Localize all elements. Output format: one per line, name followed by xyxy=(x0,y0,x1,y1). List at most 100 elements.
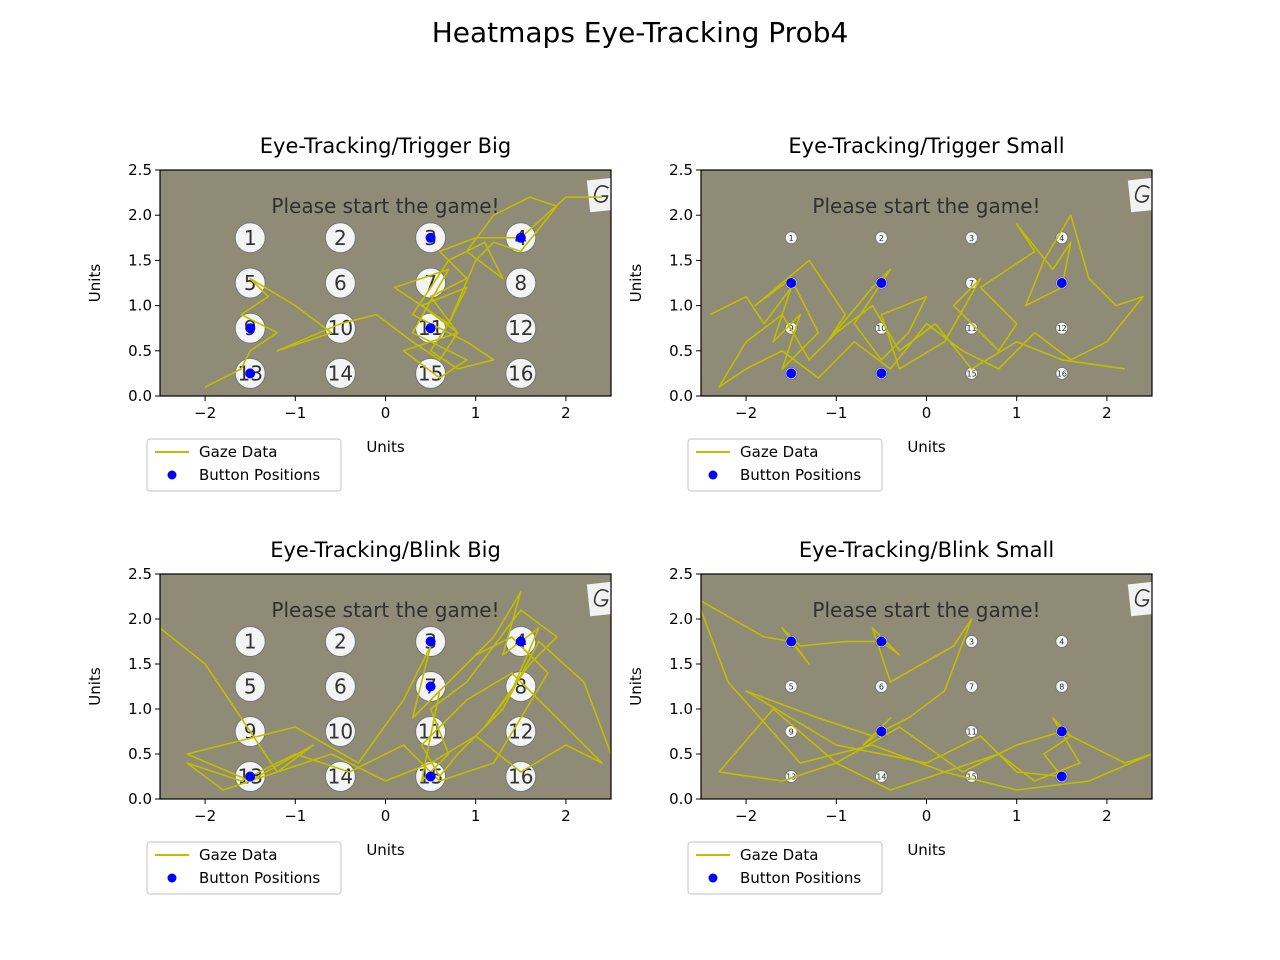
y-tick-label: 2.0 xyxy=(669,610,693,628)
game-button-label: 5 xyxy=(789,683,794,692)
legend-gaze-label: Gaze Data xyxy=(199,443,278,461)
y-tick-label: 1.0 xyxy=(128,297,152,315)
game-button-circle xyxy=(874,231,888,245)
button-position-point xyxy=(425,636,436,647)
game-button-circle xyxy=(415,716,447,747)
subplot-title: Eye-Tracking/Blink Big xyxy=(270,538,501,562)
game-button-label: 14 xyxy=(876,773,886,782)
legend-button-swatch xyxy=(167,873,177,883)
button-position-point xyxy=(786,278,797,288)
legend-box xyxy=(687,438,883,492)
game-logo-icon xyxy=(1134,588,1150,607)
game-button-circle xyxy=(874,680,888,693)
y-tick-label: 2.5 xyxy=(669,565,693,583)
game-button-label: 14 xyxy=(328,765,353,789)
y-axis-label: Units xyxy=(86,667,104,706)
game-button-label: 14 xyxy=(328,361,353,385)
game-button-circle xyxy=(965,635,979,648)
game-button-circle xyxy=(324,671,356,702)
game-button-circle xyxy=(965,321,979,335)
game-button-label: 7 xyxy=(969,683,974,692)
game-button-circle xyxy=(784,680,798,693)
button-position-point xyxy=(876,278,887,288)
game-button-circle xyxy=(874,770,888,783)
legend-button-label: Button Positions xyxy=(199,466,320,484)
game-logo-card xyxy=(1127,177,1152,213)
game-button-circle xyxy=(234,222,266,254)
y-tick-label: 2.0 xyxy=(669,206,693,224)
game-button-label: 2 xyxy=(334,630,347,654)
game-button-circle xyxy=(1055,680,1069,693)
game-button-label: 6 xyxy=(334,271,347,295)
game-button-circle xyxy=(505,761,537,792)
legend-gaze-label: Gaze Data xyxy=(740,443,819,461)
y-tick-label: 2.5 xyxy=(128,161,152,179)
y-tick-label: 0.5 xyxy=(128,745,152,763)
legend-button-label: Button Positions xyxy=(740,869,861,887)
game-button-circle xyxy=(324,716,356,747)
game-button-label: 11 xyxy=(967,728,977,737)
subplot-3: Please start the game!123456789101112131… xyxy=(86,538,612,895)
game-button-circle xyxy=(505,312,537,344)
game-button-label: 4 xyxy=(1059,234,1064,243)
game-button-circle xyxy=(324,222,356,254)
button-position-point xyxy=(1056,278,1067,288)
game-button-label: 10 xyxy=(876,324,886,333)
game-button-circle xyxy=(234,671,266,702)
x-axis-label: Units xyxy=(907,438,946,456)
button-position-point xyxy=(425,232,436,243)
game-button-label: 3 xyxy=(969,234,974,243)
game-button-circle xyxy=(784,725,798,738)
game-button-label: 2 xyxy=(879,234,884,243)
game-button-label: 1 xyxy=(244,630,257,654)
y-tick-label: 0.5 xyxy=(669,342,693,360)
game-button-label: 5 xyxy=(244,675,257,699)
y-tick-label: 1.5 xyxy=(128,251,152,269)
game-button-label: 10 xyxy=(328,720,353,744)
game-button-label: 6 xyxy=(334,675,347,699)
button-position-point xyxy=(515,232,526,243)
game-button-circle xyxy=(965,231,979,245)
x-tick-label: −1 xyxy=(284,807,306,825)
game-button-circle xyxy=(234,267,266,299)
game-button-label: 3 xyxy=(969,638,974,647)
y-tick-label: 2.0 xyxy=(128,610,152,628)
game-background-fill xyxy=(701,574,1152,799)
legend: Gaze Data Button Positions xyxy=(146,438,342,492)
y-tick-label: 1.5 xyxy=(669,655,693,673)
button-position-point xyxy=(425,681,436,692)
y-tick-label: 1.5 xyxy=(669,251,693,269)
game-logo-card xyxy=(1127,581,1152,617)
y-tick-label: 2.5 xyxy=(669,161,693,179)
game-button-label: 1 xyxy=(789,234,794,243)
game-button-label: 9 xyxy=(789,728,794,737)
x-tick-label: 1 xyxy=(471,404,481,422)
game-button-label: 16 xyxy=(508,765,533,789)
legend-box xyxy=(146,841,342,895)
legend-button-label: Button Positions xyxy=(199,869,320,887)
game-logo-card xyxy=(586,177,611,213)
game-button-label: 7 xyxy=(969,279,974,288)
game-button-label: 11 xyxy=(967,324,977,333)
button-position-point xyxy=(245,368,256,379)
game-button-label: 16 xyxy=(508,361,533,385)
game-button-circle xyxy=(234,626,266,657)
button-position-point xyxy=(425,323,436,334)
legend-button-label: Button Positions xyxy=(740,466,861,484)
x-tick-label: 2 xyxy=(1102,807,1112,825)
x-axis-label: Units xyxy=(366,438,405,456)
game-button-label: 8 xyxy=(1059,683,1064,692)
game-button-circle xyxy=(324,626,356,657)
legend-box xyxy=(146,438,342,492)
y-axis-label: Units xyxy=(627,667,645,706)
game-button-label: 16 xyxy=(1057,369,1067,378)
game-logo-icon xyxy=(593,588,609,607)
y-tick-label: 1.5 xyxy=(128,655,152,673)
x-axis-label: Units xyxy=(907,841,946,859)
game-button-circle xyxy=(965,366,979,380)
legend: Gaze Data Button Positions xyxy=(687,841,883,895)
game-button-label: 4 xyxy=(1059,638,1064,647)
legend-gaze-label: Gaze Data xyxy=(199,846,278,864)
x-tick-label: −2 xyxy=(194,404,216,422)
